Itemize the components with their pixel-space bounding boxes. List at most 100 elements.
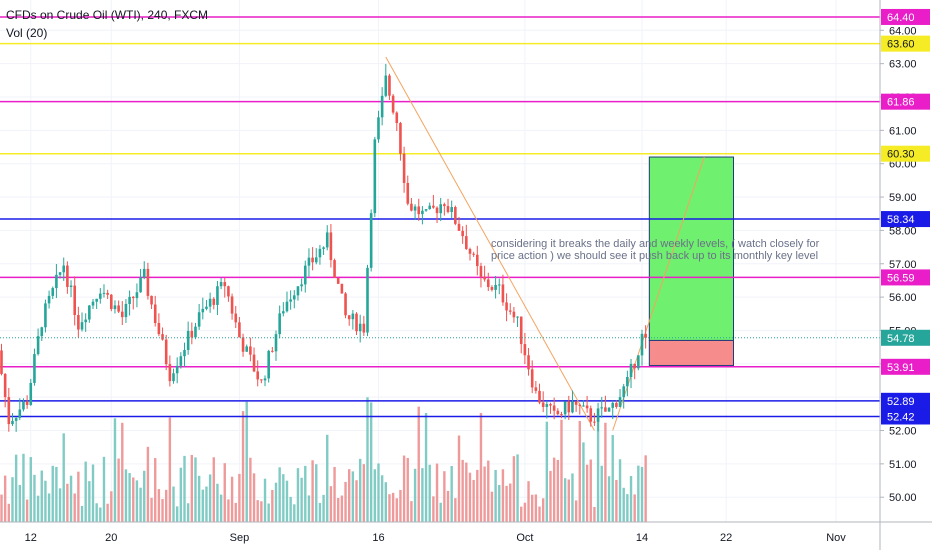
time-tick-label: 14 (636, 532, 648, 544)
volume-bar (62, 433, 65, 522)
volume-bar (476, 469, 479, 522)
level-price-label: 53.91 (887, 362, 915, 374)
candle-body (457, 223, 461, 231)
candle-body (99, 293, 102, 299)
time-tick-label: Oct (516, 532, 533, 544)
volume-bar (432, 496, 435, 522)
candle-body (84, 319, 87, 323)
candle-body (417, 206, 421, 215)
candle-body (135, 292, 139, 299)
volume-bar (296, 468, 300, 522)
volume-bar (205, 486, 208, 522)
level-price-label: 61.86 (887, 97, 915, 109)
candle-body (593, 421, 596, 423)
candle-body (7, 397, 11, 425)
volume-bar (102, 456, 106, 522)
position-zones[interactable] (648, 156, 735, 366)
volume-bar (509, 483, 512, 522)
volume-bar (461, 459, 464, 522)
candle-body (428, 205, 432, 210)
volume-bar (578, 420, 581, 522)
annotation-line-2[interactable]: price action ) we should see it push bac… (491, 250, 818, 262)
candle-body (439, 204, 442, 214)
volume-bar (545, 421, 549, 522)
level-price-tag (881, 358, 930, 375)
volume-bar (183, 455, 186, 522)
volume-bar (132, 477, 135, 522)
time-axis[interactable]: 12 20 Sep 16 Oct 14 22 Nov (0, 521, 932, 544)
volume-bar (527, 481, 530, 522)
candle-body (245, 346, 249, 352)
volume-bar (58, 488, 62, 522)
volume-bar (358, 458, 362, 522)
volume-bar (80, 505, 84, 522)
volume-indicator-label[interactable]: Vol (20) (6, 26, 47, 40)
symbol-title[interactable]: CFDs on Crude Oil (WTI), 240, FXCM (6, 8, 208, 22)
volume-bar (388, 494, 391, 522)
volume-bar (520, 506, 523, 522)
candle-body (523, 344, 527, 356)
volume-bar (106, 503, 109, 522)
candle-body (205, 306, 208, 309)
candle-body (106, 292, 109, 295)
candle-body (644, 333, 647, 338)
volume-bar (230, 476, 234, 522)
volume-bar (22, 453, 25, 522)
time-tick-label: Sep (230, 532, 250, 544)
volume-bar (516, 454, 519, 522)
candle-body (611, 402, 615, 408)
candle-body (252, 354, 256, 372)
price-tick-label: 61.00 (889, 125, 917, 137)
volume-bar (607, 476, 611, 522)
annotation-line-1[interactable]: considering it breaks the daily and week… (491, 238, 820, 250)
stop-loss-zone (648, 339, 735, 366)
volume-bar (549, 470, 552, 522)
candle-body (175, 365, 179, 374)
volume-bar (399, 489, 402, 522)
volume-bar (66, 483, 69, 522)
volume-bar (88, 481, 91, 522)
volume-bar (271, 489, 274, 522)
candle-body (336, 277, 340, 284)
candle-body (556, 410, 560, 415)
volume-bar (315, 464, 318, 522)
candle-body (574, 401, 578, 405)
volume-bar (421, 468, 424, 522)
candle-body (51, 288, 55, 296)
volume-bar (413, 468, 417, 522)
candle-body (241, 337, 245, 352)
level-price-label: 52.42 (887, 411, 915, 423)
volume-bar (44, 480, 47, 522)
candle-body (607, 407, 611, 412)
candle-body (626, 376, 629, 387)
candle-body (186, 330, 190, 350)
volume-bar (179, 467, 183, 522)
candle-body (3, 373, 7, 398)
volume-bar (439, 502, 442, 522)
volume-bar (556, 459, 560, 522)
volume-bar (274, 482, 278, 522)
price-tick-label: 64.00 (889, 25, 917, 37)
candle-body (293, 295, 296, 300)
level-price-tag (881, 145, 930, 162)
level-price-tag (881, 8, 930, 25)
volume-bar (362, 464, 366, 522)
volume-bar (615, 479, 618, 522)
horizontal-levels[interactable] (0, 16, 880, 418)
volume-bar (14, 454, 18, 522)
volume-bar (633, 494, 636, 522)
volume-bar (538, 506, 541, 522)
candle-body (80, 322, 84, 330)
volume-bar (355, 480, 358, 522)
volume-bar (395, 498, 398, 522)
candle-body (549, 404, 552, 406)
volume-bar (249, 457, 252, 522)
candle-body (333, 260, 336, 278)
volume-bar (304, 465, 307, 522)
volume-bar (340, 495, 344, 522)
volume-bar (3, 475, 7, 522)
candle-body (223, 282, 227, 287)
candle-body (421, 210, 424, 215)
volume-bar (256, 500, 259, 522)
